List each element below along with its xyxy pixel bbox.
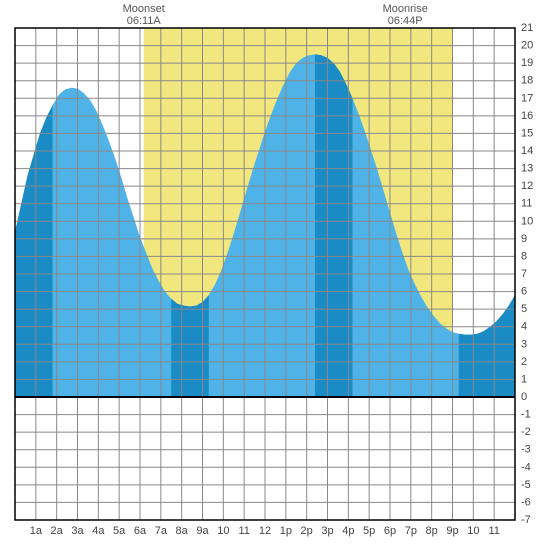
event-title: Moonset — [123, 3, 165, 15]
x-tick-label: 10 — [467, 525, 479, 537]
x-tick-label: 4a — [92, 525, 105, 537]
y-tick-label: 17 — [521, 92, 533, 104]
y-tick-label: 1 — [521, 373, 527, 385]
y-tick-label: 11 — [521, 198, 532, 210]
x-tick-label: 11 — [238, 525, 249, 537]
y-tick-label: 8 — [521, 250, 527, 262]
x-tick-label: 6p — [384, 525, 396, 537]
y-tick-label: 18 — [521, 75, 533, 87]
event-time: 06:44P — [388, 15, 423, 27]
x-tick-label: 2p — [301, 525, 313, 537]
x-tick-label: 10 — [217, 525, 229, 537]
y-tick-label: 6 — [521, 286, 527, 298]
x-tick-label: 5a — [113, 525, 126, 537]
x-tick-label: 1a — [30, 525, 43, 537]
tide-area-dark — [171, 295, 209, 397]
chart-svg: -7-6-5-4-3-2-101234567891011121314151617… — [0, 0, 550, 550]
x-tick-label: 1p — [280, 525, 292, 537]
x-tick-label: 4p — [342, 525, 354, 537]
y-tick-label: 10 — [521, 215, 533, 227]
y-tick-label: 14 — [521, 145, 533, 157]
x-tick-label: 11 — [488, 525, 499, 537]
y-tick-label: -6 — [521, 496, 531, 508]
y-tick-label: 15 — [521, 127, 533, 139]
y-tick-label: -3 — [521, 444, 531, 456]
x-tick-label: 3a — [71, 525, 84, 537]
y-tick-label: 19 — [521, 57, 533, 69]
y-tick-label: 13 — [521, 163, 533, 175]
x-tick-label: 7p — [405, 525, 417, 537]
x-tick-label: 8a — [176, 525, 189, 537]
x-tick-label: 3p — [321, 525, 333, 537]
y-tick-label: 9 — [521, 233, 527, 245]
event-title: Moonrise — [383, 3, 428, 15]
y-tick-label: 4 — [521, 321, 527, 333]
y-tick-label: 5 — [521, 303, 527, 315]
x-tick-label: 7a — [155, 525, 168, 537]
y-tick-label: 3 — [521, 338, 527, 350]
y-tick-label: 0 — [521, 391, 527, 403]
x-tick-label: 9p — [446, 525, 458, 537]
y-tick-label: 16 — [521, 110, 533, 122]
x-tick-label: 8p — [426, 525, 438, 537]
y-tick-label: -4 — [521, 461, 531, 473]
tide-area-dark — [315, 54, 353, 397]
y-tick-label: -1 — [521, 409, 531, 421]
x-tick-label: 5p — [363, 525, 375, 537]
y-tick-label: 2 — [521, 356, 527, 368]
y-tick-label: -2 — [521, 426, 531, 438]
y-tick-label: 20 — [521, 40, 533, 52]
x-tick-label: 9a — [196, 525, 209, 537]
y-tick-label: 12 — [521, 180, 533, 192]
y-tick-label: 21 — [521, 22, 533, 34]
x-tick-label: 12 — [259, 525, 271, 537]
y-tick-label: -7 — [521, 514, 531, 526]
y-tick-label: -5 — [521, 479, 531, 491]
y-tick-label: 7 — [521, 268, 527, 280]
event-time: 06:11A — [127, 15, 162, 27]
x-tick-label: 2a — [51, 525, 64, 537]
x-tick-label: 6a — [134, 525, 147, 537]
tide-chart: -7-6-5-4-3-2-101234567891011121314151617… — [0, 0, 550, 550]
